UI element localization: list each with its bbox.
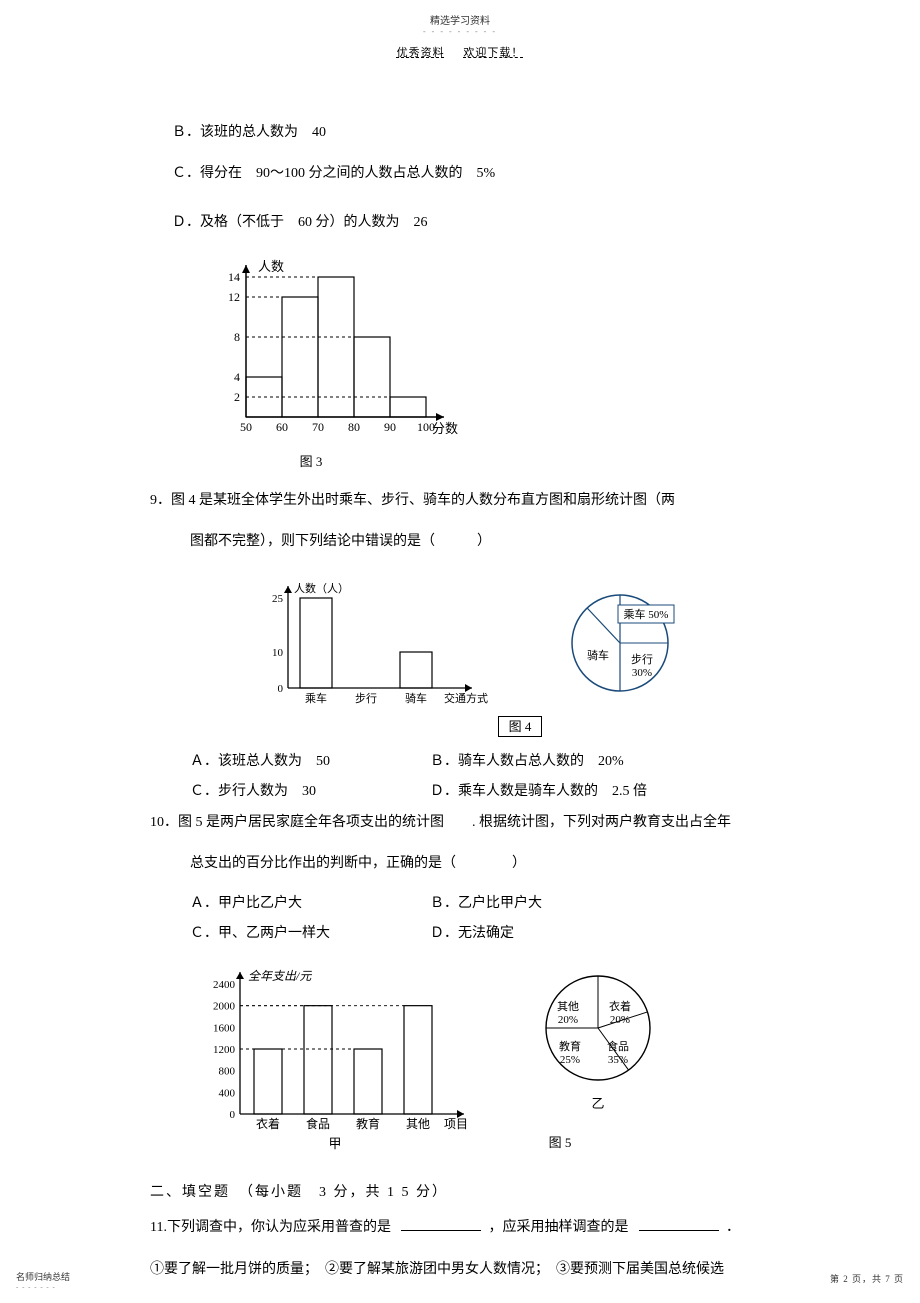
svg-text:其他: 其他 (406, 1117, 430, 1131)
q9-text2: 图都不完整），则下列结论中错误的是（ ） (150, 529, 770, 554)
q10-opt-c: Ｃ．甲、乙两户一样大 (190, 922, 430, 942)
svg-text:20%: 20% (558, 1014, 578, 1026)
q9-text: 9．图 4 是某班全体学生外出时乘车、步行、骑车的人数分布直方图和扇形统计图（两 (150, 488, 770, 513)
svg-text:乙: 乙 (591, 1096, 604, 1111)
q9-charts: 人数（人）交通方式01025乘车步行骑车 乘车 50%步行30%骑车 (250, 570, 770, 710)
svg-text:食品: 食品 (607, 1039, 629, 1053)
footer-left-text: 名师归纳总结 (16, 1270, 70, 1283)
svg-text:全年支出/元: 全年支出/元 (248, 969, 312, 983)
svg-text:步行: 步行 (631, 653, 653, 666)
svg-text:分数: 分数 (432, 421, 458, 436)
header-sub-left: 优秀资料 (397, 47, 445, 59)
svg-text:项目: 项目 (444, 1117, 468, 1131)
q9-opt-d: Ｄ．乘车人数是骑车人数的 2.5 倍 (430, 780, 647, 800)
option-d: Ｄ．及格（不低于 60 分）的人数为 26 (150, 210, 770, 235)
footer-right: 第 2 页，共 7 页 (830, 1272, 904, 1285)
svg-text:50: 50 (240, 420, 252, 434)
q11-mid: ，应采用抽样调查的是 (488, 1220, 628, 1235)
svg-text:12: 12 (228, 290, 240, 304)
option-c: Ｃ．得分在 90～100 分之间的人数占总人数的 5% (150, 161, 770, 186)
header-top: 精选学习资料 (0, 0, 920, 27)
svg-text:14: 14 (228, 270, 240, 284)
blank-1[interactable] (401, 1217, 481, 1231)
header-sub: 优秀资料 欢迎下载！ (0, 36, 920, 60)
svg-text:衣着: 衣着 (256, 1116, 280, 1131)
svg-text:60: 60 (276, 420, 288, 434)
q10-opt-b: Ｂ．乙户比甲户大 (430, 892, 542, 912)
svg-text:骑车: 骑车 (587, 648, 609, 662)
svg-text:100: 100 (417, 420, 435, 434)
svg-text:800: 800 (219, 1066, 236, 1078)
svg-text:食品: 食品 (306, 1116, 330, 1131)
svg-text:80: 80 (348, 420, 360, 434)
q10-opt-a: Ａ．甲户比乙户大 (190, 892, 430, 912)
svg-text:教育: 教育 (356, 1116, 380, 1131)
q10-text: 10．图 5 是两户居民家庭全年各项支出的统计图 . 根据统计图，下列对两户教育… (150, 810, 770, 835)
svg-text:30%: 30% (632, 667, 652, 679)
footer-left: 名师归纳总结 - - - - - - - (16, 1270, 70, 1291)
svg-text:400: 400 (219, 1088, 236, 1100)
svg-text:乘车: 乘车 (305, 691, 327, 705)
svg-text:步行: 步行 (355, 692, 377, 705)
svg-text:2000: 2000 (213, 1001, 236, 1013)
svg-text:25%: 25% (560, 1054, 580, 1066)
q11-pre: 11.下列调查中，你认为应采用普查的是 (150, 1220, 391, 1235)
fig4-label: 图 4 (498, 716, 543, 737)
q10-text2: 总支出的百分比作出的判断中，正确的是（ ） (150, 851, 770, 876)
q11-line2: ①要了解一批月饼的质量； ②要了解某旅游团中男女人数情况； ③要预测下届美国总统… (150, 1257, 770, 1282)
svg-text:0: 0 (278, 683, 284, 695)
svg-text:8: 8 (234, 330, 240, 344)
blank-2[interactable] (639, 1217, 719, 1231)
q10-charts: 全年支出/元项目04008001200160020002400衣着食品教育其他甲… (190, 952, 770, 1152)
svg-text:35%: 35% (608, 1054, 628, 1066)
header-dots: - - - - - - - - - (0, 27, 920, 36)
option-b: Ｂ．该班的总人数为 40 (150, 120, 770, 145)
svg-text:人数（人）: 人数（人） (294, 582, 349, 595)
svg-text:1600: 1600 (213, 1023, 236, 1035)
svg-text:2: 2 (234, 390, 240, 404)
svg-text:甲: 甲 (328, 1136, 341, 1151)
section2-title: 二、填空题 （每小题 3 分，共 1 5 分） (150, 1181, 770, 1201)
svg-text:其他: 其他 (557, 1000, 579, 1013)
footer-left-dots: - - - - - - - (16, 1283, 70, 1291)
header-sub-right: 欢迎下载！ (463, 47, 523, 59)
svg-text:1200: 1200 (213, 1044, 236, 1056)
fig3-label: 图 3 (206, 451, 416, 470)
q10-opt-d: Ｄ．无法确定 (430, 922, 514, 942)
q11-line1: 11.下列调查中，你认为应采用普查的是 ，应采用抽样调查的是 ． (150, 1215, 770, 1240)
q9-opt-a: Ａ．该班总人数为 50 (190, 750, 430, 770)
svg-text:骑车: 骑车 (405, 691, 427, 705)
svg-text:人数: 人数 (258, 259, 284, 274)
svg-text:10: 10 (272, 647, 284, 659)
svg-text:0: 0 (230, 1109, 236, 1121)
svg-text:20%: 20% (610, 1014, 630, 1026)
q11-end: ． (726, 1220, 740, 1235)
svg-text:衣着: 衣着 (609, 999, 631, 1013)
svg-text:2400: 2400 (213, 979, 236, 991)
fig3-chart: 人数分数 2 4 8 12 14 50 60 70 80 90 100 图 3 (206, 252, 770, 470)
svg-text:25: 25 (272, 593, 284, 605)
svg-text:4: 4 (234, 370, 240, 384)
q9-opt-c: Ｃ．步行人数为 30 (190, 780, 430, 800)
svg-text:90: 90 (384, 420, 396, 434)
svg-text:交通方式: 交通方式 (444, 691, 488, 705)
q9-opt-b: Ｂ．骑车人数占总人数的 20% (430, 750, 624, 770)
svg-text:70: 70 (312, 420, 324, 434)
svg-text:教育: 教育 (559, 1039, 581, 1053)
svg-text:乘车 50%: 乘车 50% (624, 607, 669, 621)
